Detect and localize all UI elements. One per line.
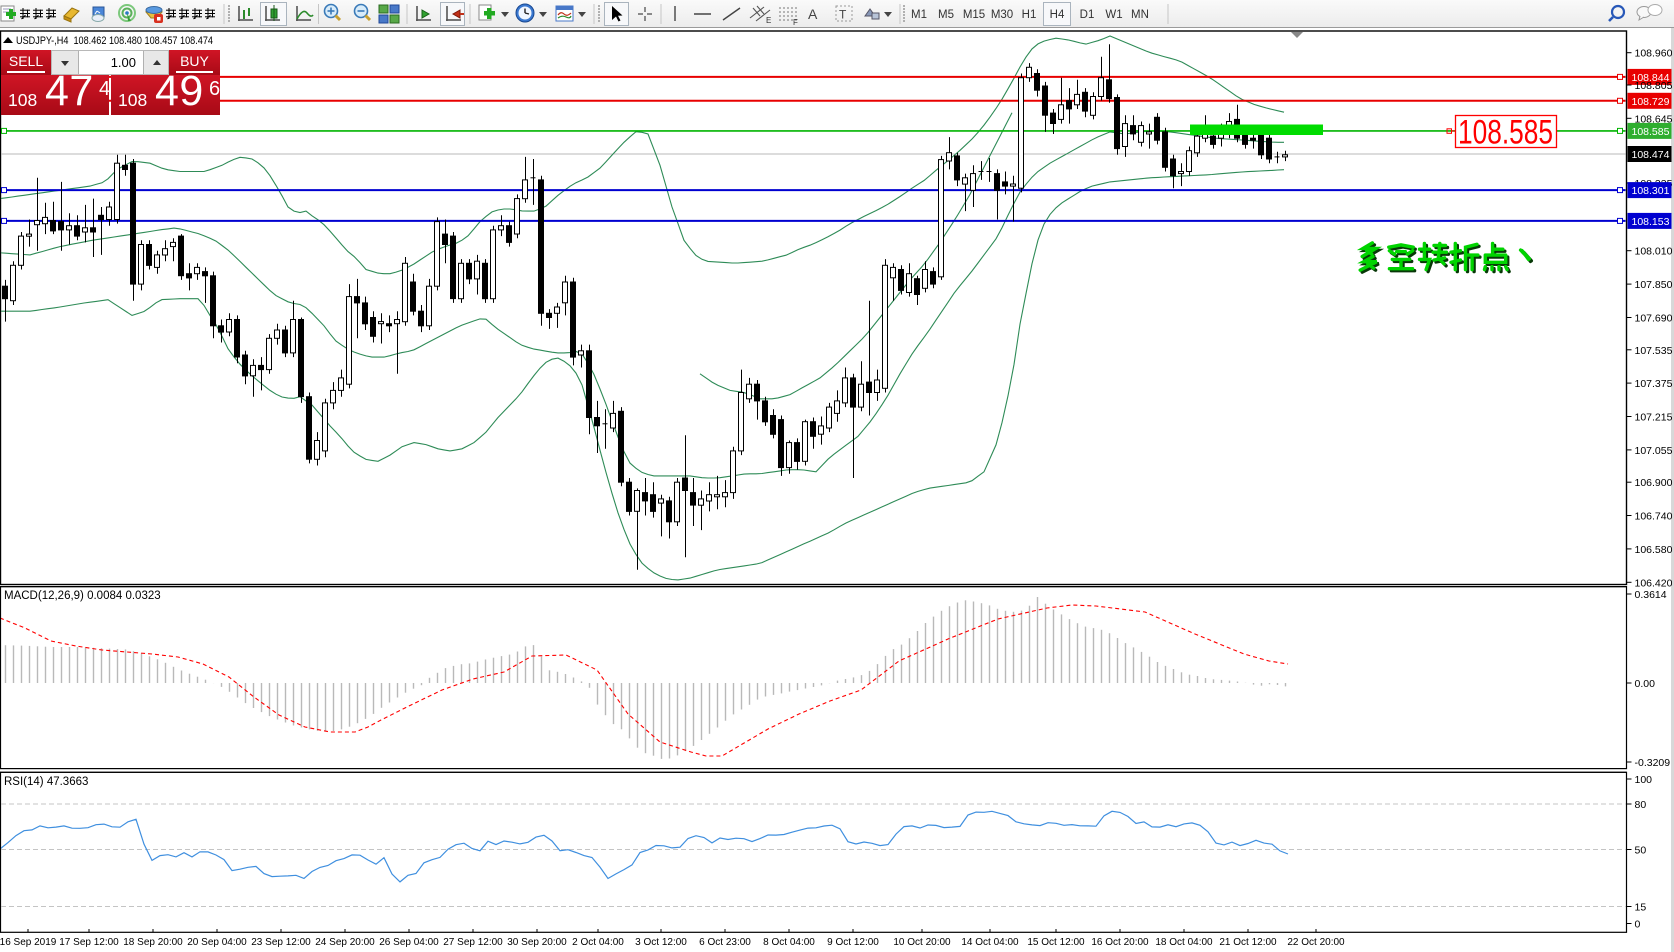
svg-text:0.00: 0.00 <box>1635 678 1656 690</box>
svg-text:16 Oct 20:00: 16 Oct 20:00 <box>1091 937 1149 948</box>
svg-text:108.729: 108.729 <box>1632 96 1670 108</box>
svg-text:3 Oct 12:00: 3 Oct 12:00 <box>635 937 687 948</box>
svg-text:16 Sep 2019: 16 Sep 2019 <box>0 937 57 948</box>
svg-text:H1: H1 <box>1022 9 1037 21</box>
svg-text:M5: M5 <box>938 9 954 21</box>
svg-text:M30: M30 <box>991 9 1013 21</box>
svg-text:M15: M15 <box>963 9 985 21</box>
svg-text:107.375: 107.375 <box>1635 378 1673 390</box>
svg-text:T: T <box>839 8 847 22</box>
svg-text:15: 15 <box>1635 902 1647 914</box>
svg-text:0.3614: 0.3614 <box>1635 589 1667 601</box>
svg-text:107.850: 107.850 <box>1635 279 1673 291</box>
svg-text:-0.3209: -0.3209 <box>1635 757 1671 769</box>
svg-text:18 Oct 04:00: 18 Oct 04:00 <box>1155 937 1213 948</box>
svg-text:F: F <box>793 18 798 27</box>
svg-text:USDJPY-,H4 108.462 108.480 10: USDJPY-,H4 108.462 108.480 108.457 108.4… <box>16 35 213 47</box>
svg-text:108.301: 108.301 <box>1632 185 1670 197</box>
svg-text:21 Oct 12:00: 21 Oct 12:00 <box>1219 937 1277 948</box>
svg-text:108.960: 108.960 <box>1635 48 1673 60</box>
svg-text:108.474: 108.474 <box>1632 149 1670 161</box>
svg-text:15 Oct 12:00: 15 Oct 12:00 <box>1027 937 1085 948</box>
svg-text:H4: H4 <box>1050 9 1065 21</box>
svg-text:108.585: 108.585 <box>1458 114 1553 152</box>
svg-text:100: 100 <box>1635 774 1653 786</box>
svg-text:0: 0 <box>1635 919 1641 931</box>
svg-text:107.690: 107.690 <box>1635 313 1673 325</box>
svg-text:30 Sep 20:00: 30 Sep 20:00 <box>507 937 567 948</box>
svg-text:107.535: 107.535 <box>1635 345 1673 357</box>
svg-text:106.580: 106.580 <box>1635 544 1673 556</box>
svg-text:14 Oct 04:00: 14 Oct 04:00 <box>961 937 1019 948</box>
svg-text:D1: D1 <box>1080 9 1095 21</box>
svg-text:17 Sep 12:00: 17 Sep 12:00 <box>59 937 119 948</box>
svg-text:6 Oct 23:00: 6 Oct 23:00 <box>699 937 751 948</box>
svg-text:E: E <box>766 16 771 25</box>
svg-text:20 Sep 04:00: 20 Sep 04:00 <box>187 937 247 948</box>
svg-text:108.010: 108.010 <box>1635 246 1673 258</box>
svg-text:18 Sep 20:00: 18 Sep 20:00 <box>123 937 183 948</box>
svg-text:10 Oct 20:00: 10 Oct 20:00 <box>893 937 951 948</box>
svg-text:22 Oct 20:00: 22 Oct 20:00 <box>1287 937 1345 948</box>
svg-text:106.420: 106.420 <box>1635 577 1673 589</box>
svg-text:MACD(12,26,9) 0.0084 0.0323: MACD(12,26,9) 0.0084 0.0323 <box>4 590 161 602</box>
svg-text:27 Sep 12:00: 27 Sep 12:00 <box>443 937 503 948</box>
svg-text:MN: MN <box>1131 9 1149 21</box>
svg-text:50: 50 <box>1635 845 1647 857</box>
svg-text:107.215: 107.215 <box>1635 412 1673 424</box>
svg-text:W1: W1 <box>1105 9 1122 21</box>
svg-text:106.900: 106.900 <box>1635 477 1673 489</box>
svg-text:26 Sep 04:00: 26 Sep 04:00 <box>379 937 439 948</box>
svg-text:106.740: 106.740 <box>1635 511 1673 523</box>
svg-text:A: A <box>808 6 818 22</box>
svg-text:8 Oct 04:00: 8 Oct 04:00 <box>763 937 815 948</box>
svg-text:108.805: 108.805 <box>1635 80 1673 92</box>
svg-text:9 Oct 12:00: 9 Oct 12:00 <box>827 937 879 948</box>
svg-text:M1: M1 <box>911 9 927 21</box>
svg-text:RSI(14) 47.3663: RSI(14) 47.3663 <box>4 776 88 788</box>
svg-text:80: 80 <box>1635 799 1647 811</box>
svg-text:24 Sep 20:00: 24 Sep 20:00 <box>315 937 375 948</box>
svg-text:108.585: 108.585 <box>1632 126 1670 138</box>
svg-text:108.844: 108.844 <box>1632 72 1670 84</box>
svg-text:23 Sep 12:00: 23 Sep 12:00 <box>251 937 311 948</box>
svg-text:108.153: 108.153 <box>1632 216 1670 228</box>
svg-text:2 Oct 04:00: 2 Oct 04:00 <box>572 937 624 948</box>
svg-text:107.055: 107.055 <box>1635 445 1673 457</box>
svg-text:108.645: 108.645 <box>1635 113 1673 125</box>
